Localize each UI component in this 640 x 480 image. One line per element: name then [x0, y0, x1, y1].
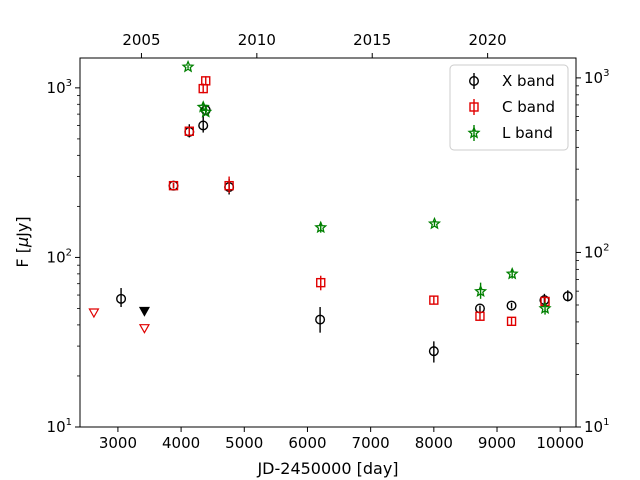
data-point [506, 316, 517, 327]
data-point [506, 300, 517, 311]
data-point [198, 116, 209, 133]
data-point [562, 290, 573, 302]
point-marker [168, 180, 179, 191]
point-marker [475, 311, 485, 321]
data-point [184, 126, 195, 136]
point-marker [506, 316, 517, 327]
y-tick-label-exp: 2 [66, 247, 72, 258]
legend-item: L band [467, 124, 553, 142]
point-marker [181, 59, 195, 73]
data-point [181, 59, 195, 73]
right-y-tick-label-exp: 3 [603, 68, 609, 79]
point-marker [427, 216, 442, 230]
point-marker [196, 100, 210, 113]
point-marker [538, 301, 552, 315]
point-marker [199, 105, 213, 118]
data-point [475, 311, 485, 321]
right-y-tick-label: 103 [584, 68, 609, 87]
point-marker [184, 126, 195, 136]
data-point [538, 301, 552, 315]
top-tick-label: 2005 [122, 31, 160, 49]
legend-label: C band [502, 98, 555, 116]
right-y-tick-label: 101 [584, 417, 609, 436]
legend: X band C band L band [449, 64, 569, 151]
data-point [116, 288, 127, 308]
legend-item: C band [469, 98, 555, 116]
x-tick-label: 4000 [162, 434, 200, 452]
legend-label: X band [502, 72, 555, 90]
data-point [314, 220, 328, 234]
legend-marker [469, 75, 480, 86]
y-tick-label-exp: 1 [66, 417, 72, 428]
right-y-tick-label-base: 10 [584, 418, 603, 436]
point-marker [562, 291, 573, 302]
x-tick-label: 10000 [536, 434, 584, 452]
data-point [429, 295, 439, 305]
point-marker [505, 266, 519, 280]
y-axis-label-suffix: Jy] [13, 216, 32, 237]
y-axis-label-prefix: F [ [13, 247, 32, 268]
point-marker [506, 300, 517, 311]
y-tick-label: 102 [47, 247, 72, 266]
point-marker [201, 76, 211, 86]
data-point [474, 282, 488, 299]
y-tick-label-base: 10 [47, 248, 66, 266]
y-tick-label-exp: 3 [66, 78, 72, 89]
plot-marks [88, 59, 573, 363]
data-point [505, 266, 519, 280]
x-tick-label: 9000 [478, 434, 516, 452]
right-y-tick-label-base: 10 [584, 69, 603, 87]
data-point [201, 76, 211, 86]
data-point [427, 216, 442, 230]
x-tick-label: 6000 [288, 434, 326, 452]
x-tick-label: 3000 [99, 434, 137, 452]
axes: 3000 4000 5000 6000 7000 8000 9000 10000 2005 201… [47, 31, 610, 452]
top-tick-label: 2010 [238, 31, 276, 49]
series-c-band [88, 76, 550, 334]
legend-label: L band [502, 124, 553, 142]
point-marker [315, 314, 326, 325]
x-tick-label: 8000 [415, 434, 453, 452]
x-tick-label: 7000 [352, 434, 390, 452]
data-point [316, 275, 326, 291]
right-y-tick-label: 102 [584, 242, 609, 261]
plot-frame [79, 57, 577, 428]
upper-limit-marker [88, 308, 100, 319]
point-marker [474, 284, 488, 298]
point-marker [429, 295, 439, 305]
point-marker [428, 346, 439, 357]
series-l-band [181, 59, 552, 315]
right-y-tick-label-exp: 1 [603, 417, 609, 428]
top-tick-label: 2020 [469, 31, 507, 49]
data-point [315, 307, 326, 333]
upper-limit-marker [138, 306, 150, 317]
point-marker [314, 220, 328, 234]
legend-item: X band [469, 72, 555, 90]
top-tick-label: 2015 [353, 31, 391, 49]
y-tick-label-base: 10 [47, 418, 66, 436]
data-point [199, 105, 213, 118]
legend-box [449, 64, 569, 151]
right-y-tick-label-exp: 2 [603, 242, 609, 253]
point-marker [198, 120, 209, 131]
legend-marker [467, 126, 481, 139]
point-marker [224, 180, 234, 191]
legend-marker [469, 102, 479, 112]
y-tick-label: 103 [47, 78, 72, 97]
x-axis-label: JD-2450000 [day] [256, 459, 398, 478]
x-tick-label: 5000 [225, 434, 263, 452]
point-marker [316, 277, 326, 288]
data-point [428, 341, 439, 363]
data-point [168, 180, 179, 191]
y-axis-label-mu: μ [13, 237, 32, 248]
right-y-tick-label-base: 10 [584, 243, 603, 261]
upper-limit-marker [138, 324, 150, 334]
y-tick-label: 101 [47, 417, 72, 436]
y-tick-label-base: 10 [47, 79, 66, 97]
data-point [224, 176, 234, 193]
y-axis-label: F [μJy] [13, 216, 32, 267]
point-marker [116, 293, 127, 304]
